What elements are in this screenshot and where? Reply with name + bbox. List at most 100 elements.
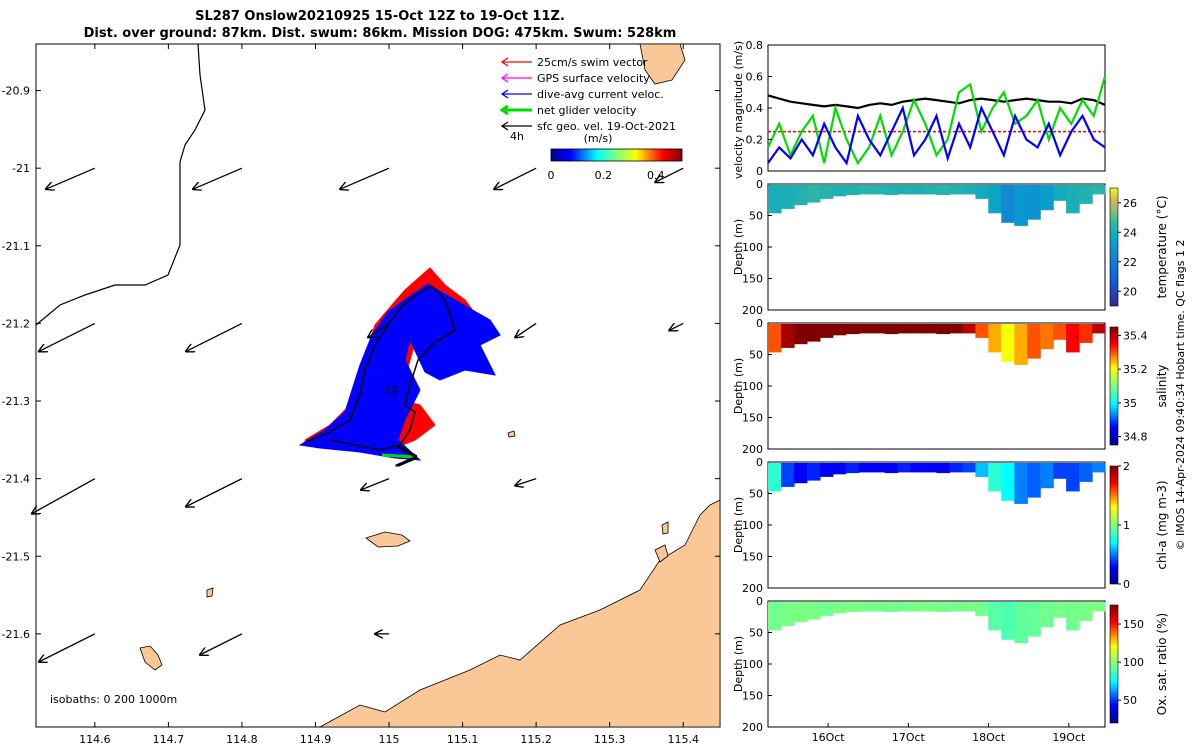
land-island-e	[654, 521, 669, 563]
profile-data-cell	[1066, 185, 1080, 214]
profile-data-cell	[806, 324, 821, 342]
profile-data-cell	[1040, 602, 1054, 628]
map-y-tick-label: -21.5	[2, 550, 30, 563]
profile-x-tick-label: 18Oct	[972, 731, 1006, 744]
profile-data-cell	[1040, 324, 1054, 350]
land-north	[639, 43, 686, 85]
isobaths-label: isobaths: 0 200 1000m	[50, 693, 177, 706]
profile-data-cell	[988, 185, 1002, 214]
land-island-c	[206, 587, 214, 598]
profile-panel: 0 50 100 150 200 Depth (m) 34.8 35 35.2 35.4 salin…	[732, 317, 1169, 456]
glider-track	[298, 267, 501, 460]
profile-panel: 0 50 100 150 200 Depth (m) 0 1 2 chl-a (mg m-3)	[732, 456, 1169, 595]
profile-data-cell	[1001, 185, 1015, 223]
profile-data-cell	[871, 463, 886, 473]
profile-colorbar-tick-label: 35.2	[1123, 363, 1148, 376]
profile-data-cell	[768, 463, 782, 492]
map-y-tick-label: -21.6	[2, 628, 30, 641]
profile-data-cell	[819, 602, 834, 616]
profile-data-cell	[936, 602, 951, 613]
profile-y-tick-label: 50	[749, 210, 763, 223]
profile-colorbar-tick-label: 22	[1123, 256, 1137, 269]
profile-data-cell	[858, 463, 873, 473]
profile-data-cell	[949, 463, 964, 473]
profile-colorbar-tick-label: 35	[1123, 397, 1137, 410]
profile-data-cell	[1040, 463, 1054, 489]
velocity-series-line	[767, 104, 1106, 166]
profile-data-cell	[806, 185, 821, 203]
profile-y-tick-label: 100	[742, 241, 763, 254]
profile-data-cell	[910, 185, 925, 195]
profile-data-cell	[768, 185, 782, 214]
map-x-tick-label: 114.7	[153, 733, 185, 746]
colorbar-tick-label: 0	[548, 169, 555, 182]
legend-arrowhead	[499, 104, 509, 116]
profile-data-cell	[1053, 324, 1067, 340]
profile-data-cell	[897, 324, 912, 334]
current-vector-arrow	[186, 322, 243, 351]
profile-y-tick-label: 150	[742, 412, 763, 425]
map-legend: 25cm/s swim vector GPS surface velocity di…	[499, 56, 676, 133]
velocity-y-ticks: 0 0.2 0.4 0.6 0.8	[746, 39, 772, 178]
current-vector-arrow	[515, 322, 537, 337]
velocity-y-tick-label: 0.4	[746, 102, 764, 115]
profile-data-cell	[1092, 185, 1106, 195]
profile-colorbar-tick-label: 34.8	[1123, 431, 1148, 444]
profile-panel: 0 50 100 150 200 Depth (m) 20 22 24 26 temperature…	[732, 178, 1169, 317]
map-x-tick-label: 114.8	[226, 733, 258, 746]
map-y-tick-label: -21.4	[2, 473, 30, 486]
current-vector-arrow	[46, 167, 96, 189]
profile-depth-label: Depth (m)	[732, 219, 745, 275]
profile-data-cell	[1027, 324, 1041, 359]
profile-data-cell	[962, 602, 976, 612]
profile-data-cell	[1014, 463, 1028, 504]
current-vector-arrow	[515, 478, 537, 486]
profile-colorbar	[1109, 326, 1119, 446]
profile-data-cell	[845, 324, 860, 335]
profile-data-cell	[1092, 324, 1106, 334]
map-x-tick-label: 114.6	[79, 733, 111, 746]
profile-data-cell	[1079, 602, 1093, 621]
profile-data-cell	[858, 185, 873, 195]
velocity-ylabel: velocity magnitude (m/s)	[732, 41, 745, 179]
current-vector-arrow	[368, 322, 390, 337]
map-y-tick-label: -21.3	[2, 395, 30, 408]
profile-colorbar-tick-label: 1	[1123, 519, 1130, 532]
profile-data-cell	[1079, 463, 1093, 482]
profile-colorbar-tick-label: 2	[1123, 460, 1130, 473]
profile-data-cell	[923, 185, 938, 195]
profile-x-tick-label: 19Oct	[1052, 731, 1086, 744]
colorbar-tick-label: 0.4	[647, 169, 665, 182]
profile-data-cell	[923, 602, 938, 612]
profile-data-cell	[936, 324, 951, 335]
profile-data-cell	[1040, 185, 1054, 211]
profile-data-cell	[1027, 185, 1041, 220]
velocity-series	[767, 76, 1107, 166]
profile-data-cell	[910, 602, 925, 612]
velocity-y-tick-label: 0.6	[746, 71, 764, 84]
profile-data-cell	[793, 185, 808, 206]
map-x-tick-label: 115.2	[520, 733, 552, 746]
profile-data-cell	[962, 324, 976, 334]
profile-data-cell	[1014, 185, 1028, 226]
profile-data-cell	[988, 463, 1002, 492]
current-vector-arrow	[32, 478, 96, 514]
profile-data-cell	[871, 602, 886, 612]
profile-variable-label: salinity	[1155, 364, 1169, 407]
isobath-line	[35, 43, 206, 326]
profile-y-tick-label: 150	[742, 273, 763, 286]
current-vector-arrow	[200, 633, 243, 655]
profile-data-cell	[1001, 602, 1015, 640]
map-x-ticks: 114.6 114.7 114.8 114.9 115 115.1 115.2 115.3 11…	[79, 44, 699, 746]
current-vector-arrow	[669, 323, 684, 330]
velocity-panel: 0 0.2 0.4 0.6 0.8 velocity magnitude (m/s)	[732, 39, 1107, 179]
legend-label: dive-avg current veloc.	[537, 88, 664, 101]
profile-data-cell	[819, 463, 834, 477]
surface-current-vectors	[32, 167, 684, 662]
profile-colorbar-tick-label: 150	[1123, 618, 1144, 631]
current-vector-arrow	[340, 167, 390, 189]
profile-data-cell	[793, 602, 808, 623]
current-vector-arrow	[39, 633, 96, 662]
profile-panel: 0 50 100 150 200 Depth (m) 50 100 150 Ox. sat. ra…	[732, 595, 1169, 744]
